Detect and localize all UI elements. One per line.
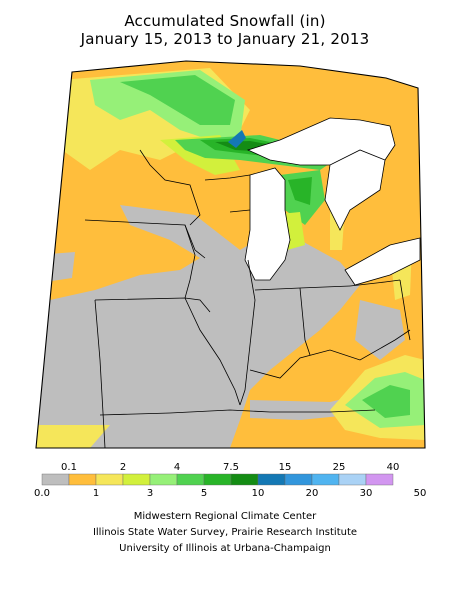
legend-swatch — [176, 473, 205, 486]
border-ks-mo — [94, 299, 106, 449]
legend-top-tick-label: 15 — [279, 462, 292, 473]
legend-top-tick-label: 7.5 — [223, 462, 239, 473]
snowfall-zone-20in — [228, 130, 246, 148]
border-oh-pa — [399, 279, 411, 341]
legend-swatches — [41, 473, 394, 486]
border-wi-mn — [139, 149, 201, 226]
legend-swatch — [338, 473, 367, 486]
trace-zone-west — [36, 252, 75, 282]
snowfall-legend: 0.1 2 4 7.5 15 25 40 0.0 1 3 5 10 20 30 50 — [34, 462, 426, 499]
snowfall-zone-7-10in — [120, 75, 235, 125]
legend-top-tick-label: 4 — [174, 462, 180, 473]
legend-bottom-tick-label: 50 — [414, 488, 427, 499]
legend-swatch — [230, 473, 259, 486]
legend-bottom-tick-label: 10 — [252, 488, 265, 499]
legend-swatch — [122, 473, 151, 486]
border-wi-mi-up — [204, 174, 251, 181]
legend-swatch — [257, 473, 286, 486]
snowfall-zone-southwest — [36, 425, 110, 448]
map-outline — [35, 60, 426, 449]
legend-swatch — [68, 473, 97, 486]
state-boundaries — [35, 60, 426, 449]
legend-top-ticks: 0.1 2 4 7.5 15 25 40 — [61, 462, 399, 473]
border-ia-mo — [94, 297, 211, 313]
legend-top-tick-label: 25 — [333, 462, 346, 473]
snowfall-zone-northwest-lower-mi-core — [288, 177, 312, 205]
trace-zone-ohio — [355, 300, 405, 360]
snowfall-zone-appalachian-core — [362, 385, 410, 418]
legend-bottom-tick-label: 0.0 — [34, 488, 50, 499]
legend-top-tick-label: 40 — [387, 462, 400, 473]
lake-huron — [324, 149, 386, 231]
legend-bottom-tick-label: 5 — [201, 488, 207, 499]
credit-line-3: University of Illinois at Urbana-Champai… — [119, 543, 331, 554]
border-tn-ky — [99, 409, 376, 416]
credit-line-2: Illinois State Water Survey, Prairie Res… — [92, 527, 358, 538]
credit-line-1: Midwestern Regional Climate Center — [133, 511, 317, 522]
legend-bottom-tick-label: 1 — [93, 488, 99, 499]
border-il-in — [239, 259, 256, 406]
border-wi-il — [229, 209, 251, 213]
legend-swatch — [149, 473, 178, 486]
legend-swatch — [41, 473, 70, 486]
border-mn-ia — [84, 219, 206, 259]
legend-bottom-tick-label: 30 — [360, 488, 373, 499]
legend-swatch — [284, 473, 313, 486]
legend-swatch — [311, 473, 340, 486]
border-mississippi-north — [184, 224, 196, 299]
legend-swatch — [365, 473, 394, 486]
legend-top-tick-label: 0.1 — [61, 462, 77, 473]
border-oh-mi — [349, 279, 401, 287]
lake-erie — [344, 237, 421, 286]
great-lakes — [244, 117, 421, 286]
trace-zone-kentucky — [250, 395, 360, 420]
lake-michigan — [244, 167, 291, 281]
legend-swatch — [203, 473, 232, 486]
map-title: Accumulated Snowfall (in) — [124, 12, 326, 30]
legend-top-tick-label: 2 — [120, 462, 126, 473]
border-in-oh — [299, 287, 311, 356]
map-date-range: January 15, 2013 to January 21, 2013 — [80, 30, 370, 48]
legend-bottom-ticks: 0.0 1 3 5 10 20 30 50 — [34, 488, 426, 499]
border-mississippi-south — [184, 297, 241, 406]
legend-bottom-tick-label: 3 — [147, 488, 153, 499]
legend-bottom-tick-label: 20 — [306, 488, 319, 499]
ohio-river — [249, 329, 411, 379]
legend-swatch — [95, 473, 124, 486]
